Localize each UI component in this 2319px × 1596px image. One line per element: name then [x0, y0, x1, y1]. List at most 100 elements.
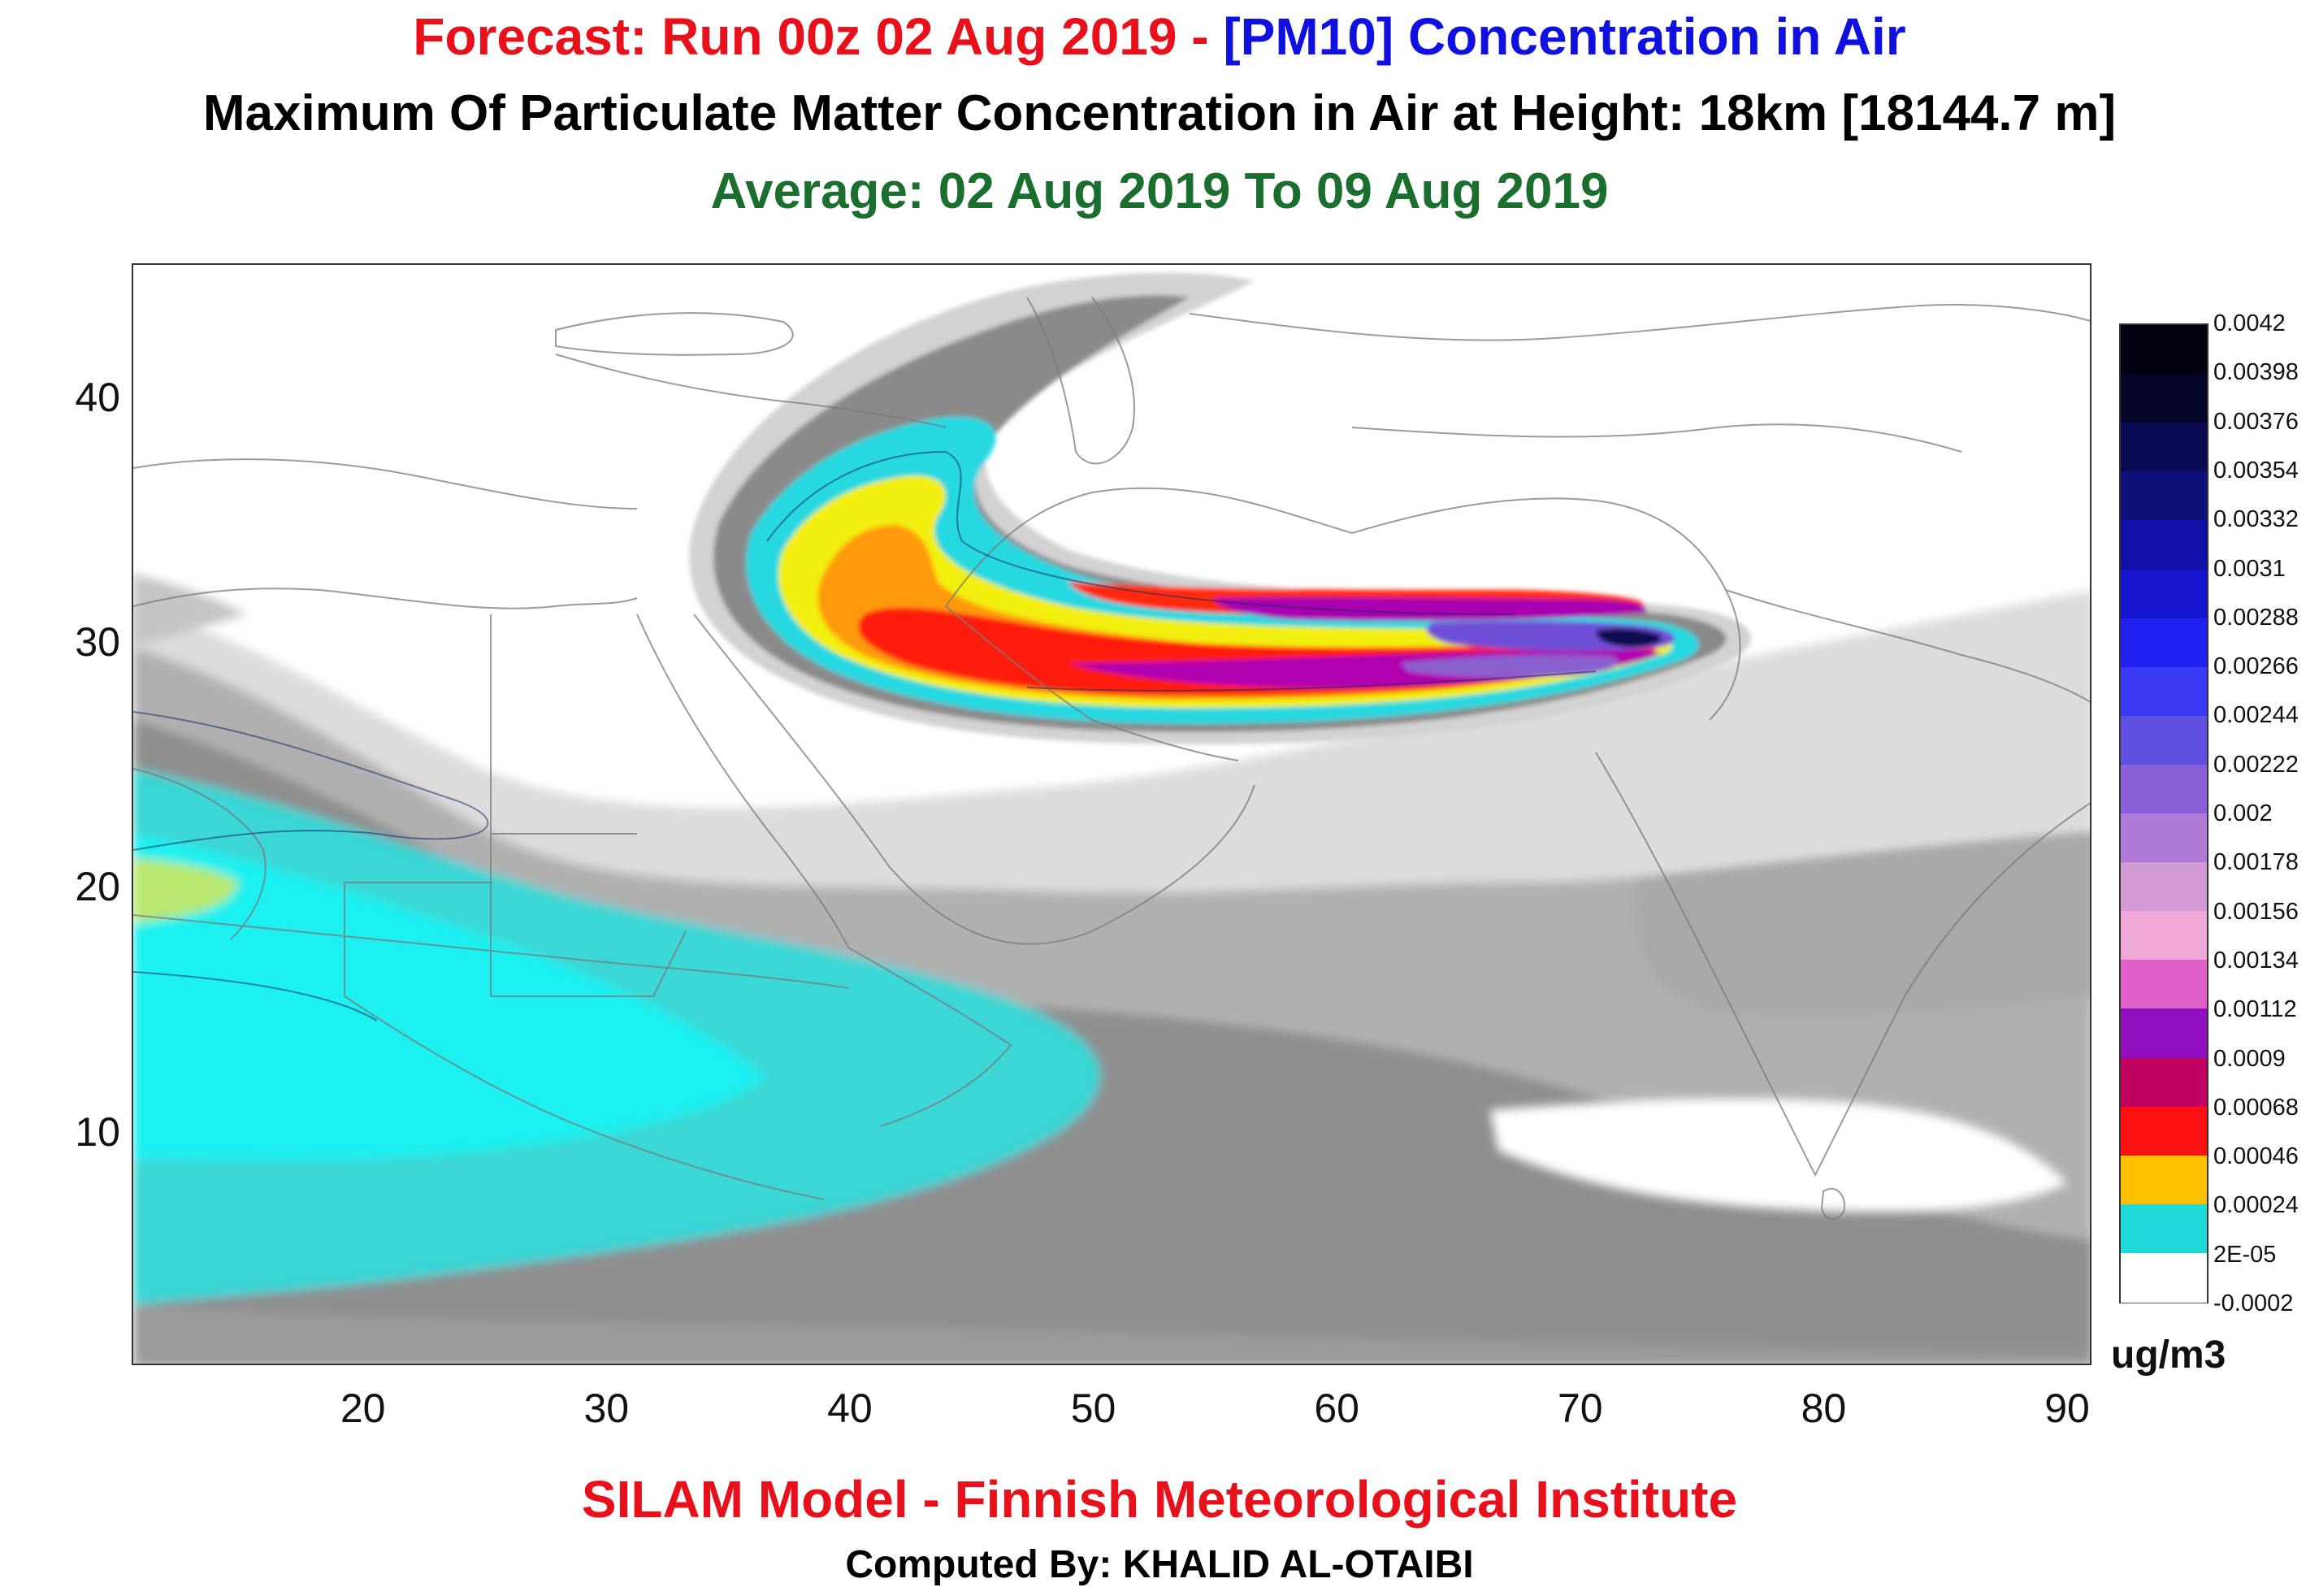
- band-teal-bright: [133, 834, 767, 1161]
- contour-plume-2: [1026, 670, 1597, 692]
- colorbar-tick-label: -0.0002: [2213, 1290, 2294, 1316]
- colorbar-tick-label: 0.00156: [2213, 898, 2299, 925]
- longitude-tick-label: 40: [827, 1386, 873, 1431]
- central-asia: [1189, 304, 2090, 341]
- west-africa: [133, 768, 267, 940]
- contour-plume-1: [766, 450, 1515, 615]
- colorbar-tick-label: 0.00024: [2213, 1192, 2299, 1219]
- colorbar-swatch: [2121, 423, 2207, 474]
- longitude-tick-label: 80: [1801, 1386, 1847, 1431]
- footer-model-credit: SILAM Model - Finnish Meteorological Ins…: [581, 1470, 1738, 1529]
- iran-border: [945, 487, 1353, 607]
- longitude-tick-label: 30: [583, 1386, 630, 1431]
- colorbar-tick-label: 0.00134: [2213, 947, 2299, 974]
- colorbar-tick-label: 2E-05: [2213, 1241, 2277, 1268]
- afghan-pak: [1351, 497, 1741, 721]
- colorbar-tick-label: 0.00376: [2213, 408, 2299, 435]
- longitude-tick-label: 20: [340, 1386, 386, 1431]
- mediterranean: [133, 458, 638, 510]
- sri-lanka: [1820, 1187, 1845, 1220]
- latitude-tick-label: 10: [75, 1108, 120, 1155]
- footer-author: Computed By: KHALID AL-OTAIBI: [845, 1543, 1474, 1586]
- colorbar-swatch: [2121, 960, 2207, 1011]
- longitude-tick-label: 90: [2044, 1386, 2090, 1431]
- latitude-tick-label: 40: [75, 374, 120, 420]
- colorbar-tick-label: 0.00332: [2213, 506, 2299, 533]
- contour-africa-2: [133, 971, 378, 1021]
- colorbar-swatch: [2121, 325, 2207, 376]
- band-africa-gray: [133, 574, 247, 647]
- black-sea: [555, 312, 794, 356]
- colorbar-swatch: [2121, 520, 2207, 571]
- colorbar-swatch: [2121, 1008, 2207, 1060]
- colorbar-swatch: [2121, 1204, 2207, 1255]
- colorbar-tick-label: 0.00178: [2213, 849, 2299, 876]
- plume-magenta-north: [1214, 597, 1647, 621]
- colorbar-tick-label: 0.0031: [2213, 555, 2286, 582]
- colorbar-tick-label: 0.0042: [2213, 310, 2286, 336]
- colorbar-swatch: [2121, 569, 2207, 620]
- central-africa: [344, 995, 825, 1200]
- colorbar-tick-label: 0.00046: [2213, 1143, 2299, 1170]
- colorbar-swatch: [2121, 666, 2207, 718]
- colorbar-swatch: [2121, 764, 2207, 815]
- caspian: [1026, 297, 1135, 465]
- borders: [133, 297, 2090, 1220]
- arabia-coast: [693, 614, 1255, 945]
- colorbar-swatch: [2121, 374, 2207, 425]
- libya-border: [344, 614, 492, 996]
- colorbar-tick-label: 0.00068: [2213, 1094, 2299, 1121]
- plume-violet-south: [1401, 655, 1619, 678]
- longitude-tick-label: 50: [1070, 1386, 1116, 1431]
- colorbar-swatch: [2121, 715, 2207, 766]
- kazakh-border: [1351, 423, 1962, 453]
- sudan-border: [490, 834, 687, 997]
- africa-north-coast: [133, 588, 638, 609]
- colorbar: [2119, 323, 2208, 1303]
- colorbar-tick-label: 0.00266: [2213, 653, 2299, 680]
- title-line-2: Maximum Of Particulate Matter Concentrat…: [202, 85, 2117, 141]
- colorbar-tick-label: 0.00354: [2213, 457, 2299, 484]
- band-east-gray: [1635, 834, 2090, 1016]
- title-forecast-run: Forecast: Run 00z 02 Aug 2019 -: [413, 7, 1224, 66]
- colorbar-tick-label: 0.00398: [2213, 359, 2299, 386]
- longitude-tick-label: 70: [1557, 1386, 1603, 1431]
- colorbar-unit: ug/m3: [2111, 1334, 2226, 1377]
- map-panel: [132, 263, 2091, 1365]
- title-line-1: Forecast: Run 00z 02 Aug 2019 - [PM10] C…: [0, 7, 2319, 67]
- colorbar-swatch: [2121, 911, 2207, 962]
- himalaya-border: [1725, 589, 2090, 703]
- latitude-tick-label: 30: [75, 619, 120, 666]
- colorbar-swatch: [2121, 813, 2207, 865]
- contours: [133, 450, 1597, 1021]
- latitude-tick-label: 20: [75, 864, 120, 910]
- title-line-3: Average: 02 Aug 2019 To 09 Aug 2019: [710, 163, 1609, 219]
- colorbar-tick-label: 0.00244: [2213, 702, 2299, 729]
- band-yellow-green: [133, 858, 239, 923]
- colorbar-swatch: [2121, 618, 2207, 669]
- concentration-map: [133, 265, 2090, 1364]
- colorbar-tick-label: 0.002: [2213, 800, 2273, 826]
- colorbar-tick-label: 0.00288: [2213, 604, 2299, 631]
- horn-africa: [847, 947, 1012, 1127]
- colorbar-swatch: [2121, 862, 2207, 913]
- colorbar-swatch: [2121, 1106, 2207, 1157]
- colorbar-tick-label: 0.00112: [2213, 996, 2297, 1023]
- turkey-border: [555, 353, 947, 428]
- sahel-line: [133, 914, 849, 989]
- gulf-coast: [945, 605, 1239, 761]
- longitude-tick-label: 60: [1314, 1386, 1359, 1431]
- band-bottom-gray: [133, 1305, 2090, 1364]
- india-coast: [1595, 752, 2090, 1177]
- colorbar-swatch: [2121, 1057, 2207, 1108]
- contour-africa-1: [133, 711, 489, 851]
- colorbar-swatch: [2121, 1155, 2207, 1206]
- colorbar-tick-label: 0.0009: [2213, 1045, 2286, 1072]
- colorbar-swatch: [2121, 1252, 2207, 1303]
- colorbar-tick-label: 0.00222: [2213, 751, 2299, 778]
- title-species: [PM10] Concentration in Air: [1223, 7, 1906, 66]
- plume-navy-core: [1596, 628, 1662, 647]
- red-sea: [636, 614, 849, 948]
- colorbar-swatch: [2121, 471, 2207, 523]
- arabian-sea-clear: [1490, 1098, 2067, 1212]
